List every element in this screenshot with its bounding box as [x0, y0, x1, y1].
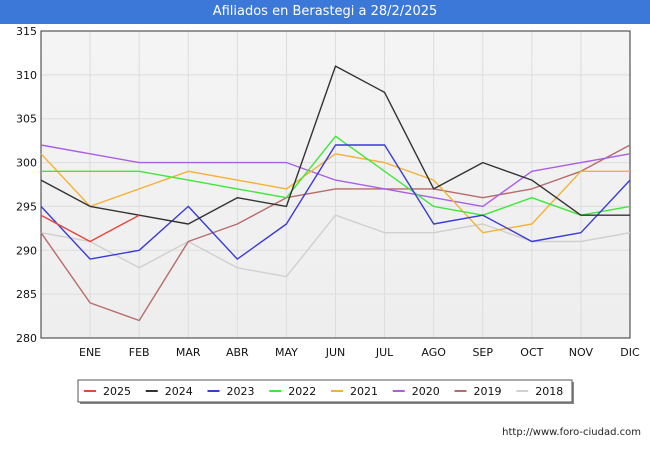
x-tick-label: AGO — [421, 346, 446, 359]
series-line-2023 — [40, 144, 631, 260]
legend-label-2022: 2022 — [288, 385, 316, 398]
legend-label-2019: 2019 — [474, 385, 502, 398]
x-tick-label: FEB — [129, 346, 150, 359]
series-line-2020 — [40, 144, 631, 208]
legend-label-2024: 2024 — [165, 385, 193, 398]
legend-label-2018: 2018 — [535, 385, 563, 398]
series-line-2025 — [40, 214, 140, 243]
x-tick-label: JUL — [375, 346, 394, 359]
x-tick-label: JUN — [325, 346, 346, 359]
x-tick-label: ABR — [226, 346, 249, 359]
legend-label-2025: 2025 — [103, 385, 131, 398]
legend — [77, 379, 573, 403]
y-tick-label: 285 — [16, 288, 37, 301]
x-tick-label: MAR — [176, 346, 201, 359]
legend-label-2023: 2023 — [227, 385, 255, 398]
x-tick-label: ENE — [79, 346, 101, 359]
series-line-2019 — [40, 144, 631, 322]
series-line-2022 — [41, 135, 631, 216]
y-tick-label: 295 — [16, 200, 37, 213]
plot-frame — [40, 30, 631, 339]
y-tick-label: 280 — [16, 332, 37, 345]
series-line-2021 — [40, 153, 630, 234]
x-tick-label: NOV — [569, 346, 594, 359]
legend-label-2020: 2020 — [412, 385, 440, 398]
x-tick-label: OCT — [520, 346, 543, 359]
x-tick-label: DIC — [620, 346, 640, 359]
y-tick-label: 300 — [16, 157, 37, 170]
y-tick-label: 290 — [16, 244, 37, 257]
y-tick-label: 305 — [16, 113, 37, 126]
y-tick-label: 310 — [16, 69, 37, 82]
x-tick-label: MAY — [275, 346, 298, 359]
source-credit: http://www.foro-ciudad.com — [502, 427, 641, 438]
x-tick-label: SEP — [472, 346, 493, 359]
chart-title: Afiliados en Berastegi a 28/2/2025 — [0, 0, 650, 24]
y-tick-label: 315 — [16, 25, 37, 38]
legend-label-2021: 2021 — [350, 385, 378, 398]
